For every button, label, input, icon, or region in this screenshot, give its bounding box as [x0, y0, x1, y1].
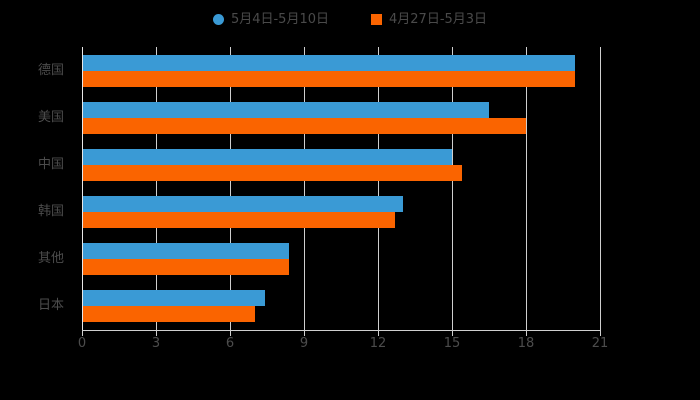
x-tick-mark [82, 331, 83, 336]
x-tick-mark [156, 331, 157, 336]
gridline [230, 47, 231, 330]
x-tick-mark [378, 331, 379, 336]
x-tick-label: 21 [591, 336, 609, 351]
bar[interactable] [82, 101, 489, 118]
y-axis-label: 中国 [37, 156, 64, 172]
y-axis-label: 其他 [37, 251, 64, 267]
bar[interactable] [82, 148, 452, 165]
x-tick-mark [600, 331, 601, 336]
gridline [452, 47, 453, 330]
bar[interactable] [82, 117, 526, 134]
bar[interactable] [82, 306, 255, 323]
plot-area [82, 47, 601, 330]
y-axis-label: 韩国 [37, 204, 64, 220]
y-axis-label: 德国 [37, 62, 64, 78]
y-axis-category-labels: 德国美国中国韩国其他日本 [0, 47, 74, 330]
bar[interactable] [82, 259, 290, 276]
legend-label-series-2: 4月27日-5月3日 [389, 11, 488, 27]
y-axis-label: 美国 [37, 109, 64, 125]
gridline [378, 47, 379, 330]
bar[interactable] [82, 164, 462, 181]
legend-label-series-1: 5月4日-5月10日 [230, 11, 329, 27]
gridline [600, 47, 601, 330]
bar-series-group [82, 47, 600, 330]
gridline [526, 47, 527, 330]
bar[interactable] [82, 212, 396, 229]
x-axis-ticks: 0 3 6 9 12 15 18 21 [78, 331, 608, 355]
y-axis-label: 日本 [37, 298, 64, 314]
x-axis-line [82, 330, 601, 331]
x-tick-label: 15 [443, 336, 461, 351]
legend-item-series-1[interactable]: 5月4日-5月10日 [212, 11, 329, 27]
bar[interactable] [82, 54, 576, 71]
x-tick-label: 12 [369, 336, 387, 351]
gridline [156, 47, 157, 330]
x-tick-label: 3 [151, 336, 161, 351]
legend-item-series-2[interactable]: 4月27日-5月3日 [371, 13, 487, 26]
bar[interactable] [82, 196, 403, 213]
x-tick-mark [230, 331, 231, 336]
x-tick-label: 0 [77, 336, 87, 351]
x-tick-label: 9 [299, 336, 309, 351]
chart-legend: 5月4日-5月10日 4月27日-5月3日 [0, 8, 700, 30]
x-tick-label: 6 [225, 336, 235, 351]
bar[interactable] [82, 243, 290, 260]
gridline [304, 47, 305, 330]
bar[interactable] [82, 290, 265, 307]
x-tick-mark [526, 331, 527, 336]
bar[interactable] [82, 70, 576, 87]
legend-marker-square-icon [371, 13, 382, 25]
x-tick-mark [452, 331, 453, 336]
x-tick-label: 18 [517, 336, 535, 351]
x-tick-mark [304, 331, 305, 336]
y-axis-line [82, 47, 83, 330]
gridlines [82, 47, 601, 330]
legend-marker-circle-icon [212, 13, 224, 25]
